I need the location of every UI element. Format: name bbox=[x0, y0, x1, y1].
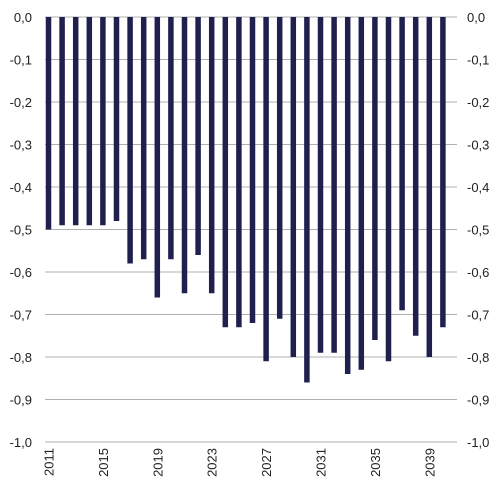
y-tick-label-left: -0,5 bbox=[10, 223, 32, 238]
y-tick-label-left: -0,9 bbox=[10, 393, 32, 408]
bar-2011 bbox=[45, 17, 52, 230]
bar-2025 bbox=[236, 17, 242, 328]
bar-2022 bbox=[195, 17, 201, 255]
bar-2017 bbox=[127, 17, 133, 264]
x-tick-label: 2035 bbox=[368, 448, 383, 477]
bar-2027 bbox=[263, 17, 269, 362]
bar-2030 bbox=[304, 17, 310, 383]
x-tick-label: 2027 bbox=[259, 448, 274, 477]
bar-2034 bbox=[358, 17, 365, 370]
y-tick-label-right: -0,4 bbox=[467, 180, 489, 195]
bar-2019 bbox=[154, 17, 161, 298]
x-tick-label: 2019 bbox=[150, 448, 165, 477]
y-tick-label-right: -1,0 bbox=[467, 435, 489, 450]
x-tick-label: 2015 bbox=[96, 448, 111, 477]
bar-2036 bbox=[385, 17, 392, 362]
x-tick-label: 2011 bbox=[42, 448, 57, 476]
y-tick-label-left: 0,0 bbox=[14, 10, 32, 25]
y-tick-label-left: -0,6 bbox=[10, 265, 32, 280]
bar-2021 bbox=[181, 17, 188, 294]
y-tick-label-right: -0,5 bbox=[467, 223, 489, 238]
x-tick-label: 2023 bbox=[205, 448, 220, 477]
bar-2024 bbox=[222, 17, 229, 328]
y-tick-label-left: -0,8 bbox=[10, 350, 32, 365]
y-tick-label-right: -0,8 bbox=[467, 350, 489, 365]
y-tick-label-left: -0,1 bbox=[10, 53, 32, 68]
bar-2029 bbox=[290, 17, 297, 357]
bar-2023 bbox=[208, 17, 215, 294]
bar-2016 bbox=[113, 17, 120, 221]
y-tick-label-right: -0,2 bbox=[467, 95, 489, 110]
bar-2038 bbox=[412, 17, 419, 336]
y-tick-label-left: -1,0 bbox=[10, 435, 32, 450]
bar-2040 bbox=[440, 17, 446, 328]
bar-2013 bbox=[72, 17, 79, 226]
bar-2018 bbox=[140, 17, 147, 260]
bar-2031 bbox=[317, 17, 324, 353]
y-tick-label-left: -0,2 bbox=[10, 95, 32, 110]
y-tick-label-left: -0,3 bbox=[10, 138, 32, 153]
bar-2037 bbox=[399, 17, 405, 311]
bar-2014 bbox=[86, 17, 93, 226]
bar-2020 bbox=[168, 17, 174, 260]
bar-2039 bbox=[426, 17, 433, 357]
x-tick-label: 2039 bbox=[422, 448, 437, 477]
bar-2035 bbox=[372, 17, 378, 340]
bar-2032 bbox=[331, 17, 337, 353]
bars bbox=[45, 17, 446, 383]
bar-2012 bbox=[59, 17, 65, 226]
bar-2026 bbox=[249, 17, 256, 323]
bar-2028 bbox=[276, 17, 283, 319]
y-axis-right-labels: 0,0 -0,1 -0,2 -0,3 -0,4 -0,5 -0,6 -0,7 -0,8 -0,9 -… bbox=[467, 10, 489, 450]
bar-2033 bbox=[344, 17, 351, 374]
x-axis-labels: 2011 2015 2019 2023 2027 2031 2035 2039 bbox=[42, 448, 438, 477]
y-axis-left-labels: 0,0 -0,1 -0,2 -0,3 -0,4 -0,5 -0,6 -0,7 -0,8 -0,9 -… bbox=[10, 10, 32, 450]
y-tick-label-right: -0,3 bbox=[467, 138, 489, 153]
y-tick-label-right: 0,0 bbox=[467, 10, 485, 25]
x-tick-label: 2031 bbox=[314, 448, 329, 477]
y-tick-label-right: -0,6 bbox=[467, 265, 489, 280]
y-tick-label-left: -0,7 bbox=[10, 308, 32, 323]
bar-2015 bbox=[100, 17, 106, 226]
y-tick-label-left: -0,4 bbox=[10, 180, 32, 195]
y-tick-label-right: -0,1 bbox=[467, 53, 489, 68]
y-tick-label-right: -0,9 bbox=[467, 393, 489, 408]
y-tick-label-right: -0,7 bbox=[467, 308, 489, 323]
